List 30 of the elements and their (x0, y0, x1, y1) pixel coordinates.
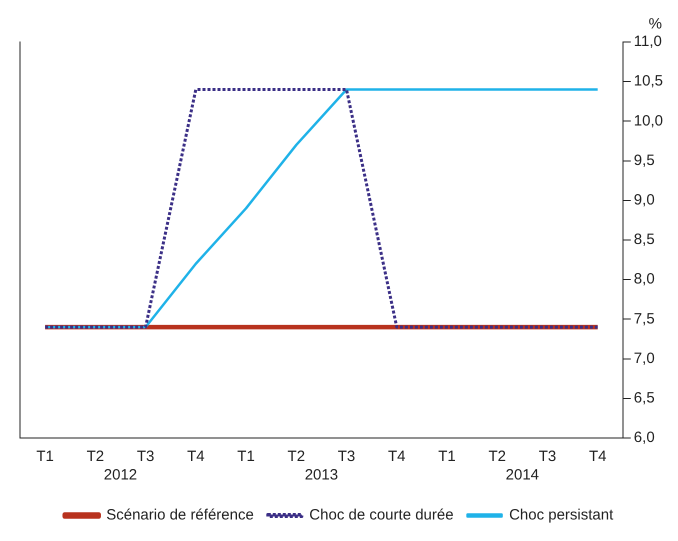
x-tick-label: T1 (438, 448, 456, 466)
x-tick-label: T3 (136, 448, 154, 466)
y-tick-label: 8,0 (634, 270, 655, 288)
x-tick-label: T3 (338, 448, 356, 466)
x-tick-label: T2 (288, 448, 306, 466)
x-tick-label: T4 (588, 448, 606, 466)
legend-label: Scénario de référence (106, 506, 254, 524)
y-tick-label: 6,5 (634, 390, 655, 407)
y-tick-label: 10,5 (634, 72, 664, 90)
x-tick-label: T4 (187, 448, 205, 466)
y-tick-label: 9,0 (634, 192, 655, 209)
y-tick-label: 7,0 (634, 350, 655, 367)
y-tick-label: 10,0 (634, 112, 664, 130)
y-tick-label: 6,0 (634, 429, 655, 446)
legend-label: Choc persistant (509, 506, 614, 524)
text: 2012 (104, 466, 138, 484)
text: 2013 (304, 466, 338, 484)
legend-label: Choc de courte durée (309, 506, 454, 524)
y-tick-label: 7,5 (634, 310, 655, 328)
x-tick-label: T1 (36, 448, 54, 466)
x-tick-label: T4 (388, 448, 406, 466)
x-tick-label: T3 (538, 448, 556, 466)
y-tick-label: 8,5 (634, 231, 655, 248)
y-tick-label: 11,0 (634, 33, 662, 50)
x-tick-label: T2 (86, 448, 104, 466)
text: 2014 (506, 466, 540, 484)
y-tick-label: 9,5 (634, 152, 655, 169)
x-tick-label: T1 (237, 448, 255, 466)
x-tick-label: T2 (488, 448, 506, 466)
y-axis-title: % (648, 16, 662, 33)
